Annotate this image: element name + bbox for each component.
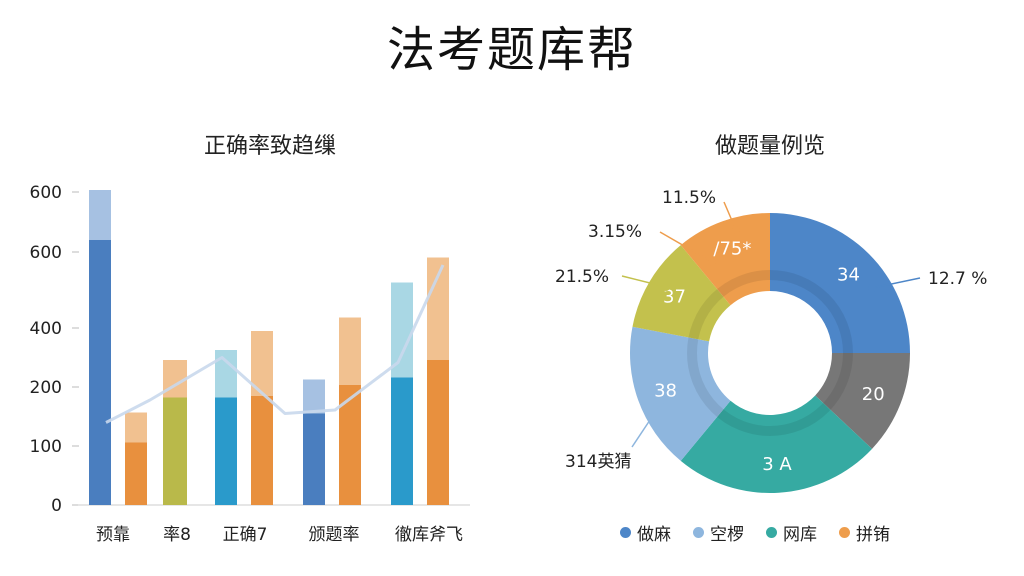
y-tick-label: 400 (30, 319, 62, 339)
bar-segment (391, 282, 413, 378)
bar-segment (163, 397, 187, 505)
legend-item: 空椤 (693, 520, 744, 545)
slice-value-label: 38 (654, 381, 677, 402)
bar-segment (427, 360, 449, 505)
legend-swatch (620, 527, 631, 538)
donut-slice (680, 395, 873, 494)
callout-label: 314英猜 (565, 452, 631, 472)
donut-slice (770, 213, 910, 353)
legend-swatch (839, 527, 850, 538)
trend-line (105, 264, 445, 424)
legend-item: 网库 (766, 520, 817, 545)
callout-label: 12.7 % (928, 269, 987, 289)
bar-segment (427, 257, 449, 360)
x-category-label: 颁题率 (309, 525, 360, 545)
donut-slice (680, 213, 770, 306)
bar-segment (125, 442, 147, 505)
donut-slice (630, 326, 731, 461)
slice-value-label: /75* (713, 239, 751, 260)
bar-segment (303, 413, 325, 505)
callout-dot (656, 401, 664, 409)
legend-label: 空椤 (710, 525, 744, 545)
y-tick-label: 200 (30, 378, 62, 398)
callout-leader-line (871, 277, 921, 289)
bar-segment (251, 396, 273, 505)
x-category-label: 正确7 (223, 525, 268, 545)
bar-segment (89, 190, 111, 240)
slice-value-label: 3 A (762, 454, 792, 475)
x-category-label: 徹库斧飞 (395, 525, 463, 545)
callout-dot (708, 258, 716, 266)
donut-chart-title: 做题量例览 (714, 134, 825, 159)
bar-segment (215, 350, 237, 398)
y-tick-label: 0 (51, 496, 62, 516)
x-category-label: 率8 (163, 525, 191, 545)
callout-leader-line (621, 275, 667, 288)
legend-swatch (766, 527, 777, 538)
legend-label: 做麻 (637, 525, 671, 545)
y-tick-label: 600 (30, 183, 62, 203)
page-title: 法考题库帮 (386, 22, 637, 78)
callout-leader-line (631, 404, 661, 448)
bar-segment (125, 412, 147, 443)
donut-slice (815, 353, 910, 449)
legend-label: 拼铕 (856, 525, 890, 545)
legend-label: 网库 (783, 525, 817, 545)
callout-label: 21.5% (555, 267, 609, 287)
donut-slice (632, 245, 731, 342)
bar-segment (391, 377, 413, 505)
slice-value-label: 20 (862, 384, 885, 405)
legend-swatch (693, 527, 704, 538)
bar-segment (339, 317, 361, 385)
callout-dot (662, 283, 670, 291)
y-tick-label: 600 (30, 243, 62, 263)
donut-legend: 做麻 空椤 网库 拼铕 (620, 520, 960, 545)
bar-segment (303, 379, 325, 414)
callout-leader-line (723, 201, 737, 231)
bar-chart-title: 正确率致趋缫 (203, 134, 336, 159)
callout-label: 3.15% (588, 222, 642, 242)
slice-value-label: 34 (837, 265, 860, 286)
bar-segment (215, 397, 237, 505)
slice-value-label: 37 (663, 286, 686, 307)
bar-segment (89, 240, 111, 505)
bar-segment (251, 331, 273, 396)
callout-leader-line (659, 231, 713, 263)
callout-dot (868, 284, 876, 292)
legend-item: 做麻 (620, 520, 671, 545)
bar-segment (339, 385, 361, 505)
legend-item: 拼铕 (839, 520, 890, 545)
callout-dot (732, 226, 740, 234)
x-category-label: 预靠 (96, 525, 130, 545)
donut-inner-ring (687, 270, 853, 436)
callout-label: 11.5% (662, 188, 716, 208)
y-tick-label: 100 (30, 437, 62, 457)
